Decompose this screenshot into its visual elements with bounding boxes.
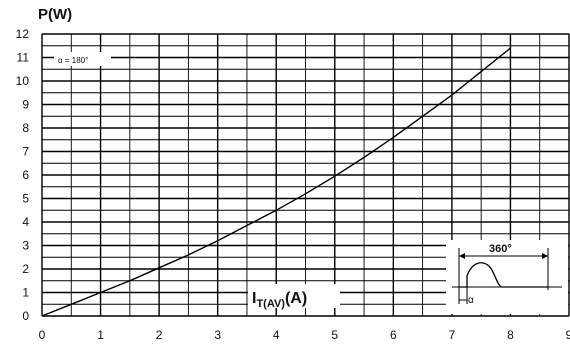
x-tick-label: 8 (507, 328, 514, 342)
y-tick-label: 12 (16, 27, 30, 41)
power-dissipation-curve (41, 47, 511, 317)
waveform-inset: 360° α (446, 240, 568, 314)
y-tick-label: 6 (22, 168, 29, 182)
y-axis-label: P(W) (38, 6, 72, 23)
y-tick-label: 10 (16, 74, 30, 88)
y-tick-label: 1 (22, 286, 29, 300)
x-axis-label: IT(AV)(A) (252, 290, 307, 310)
y-tick-label: 8 (22, 121, 29, 135)
y-tick-label: 4 (22, 215, 29, 229)
x-tick-labels: 0 1 2 3 4 5 6 7 8 9 (39, 328, 570, 342)
y-tick-label: 2 (22, 262, 29, 276)
inset-angle-label: 360° (489, 243, 512, 255)
y-tick-label: 9 (22, 98, 29, 112)
x-tick-label: 2 (156, 328, 163, 342)
inset-alpha-label: α (468, 295, 474, 306)
x-tick-label: 7 (449, 328, 456, 342)
x-tick-label: 0 (39, 328, 46, 342)
annotation-box (54, 52, 111, 66)
x-axis-label-box (248, 284, 340, 308)
major-grid (41, 33, 570, 317)
y-tick-label: 5 (22, 192, 29, 206)
x-tick-label: 1 (97, 328, 104, 342)
y-tick-label: 0 (22, 309, 29, 323)
x-tick-label: 4 (273, 328, 280, 342)
alpha-annotation: α = 180° (58, 56, 88, 65)
x-tick-label: 5 (331, 328, 338, 342)
y-tick-label: 11 (17, 51, 30, 65)
y-tick-label: 7 (22, 145, 29, 159)
x-tick-label: 9 (566, 328, 570, 342)
x-tick-label: 6 (390, 328, 397, 342)
x-tick-label: 3 (214, 328, 221, 342)
y-tick-label: 3 (22, 239, 29, 253)
